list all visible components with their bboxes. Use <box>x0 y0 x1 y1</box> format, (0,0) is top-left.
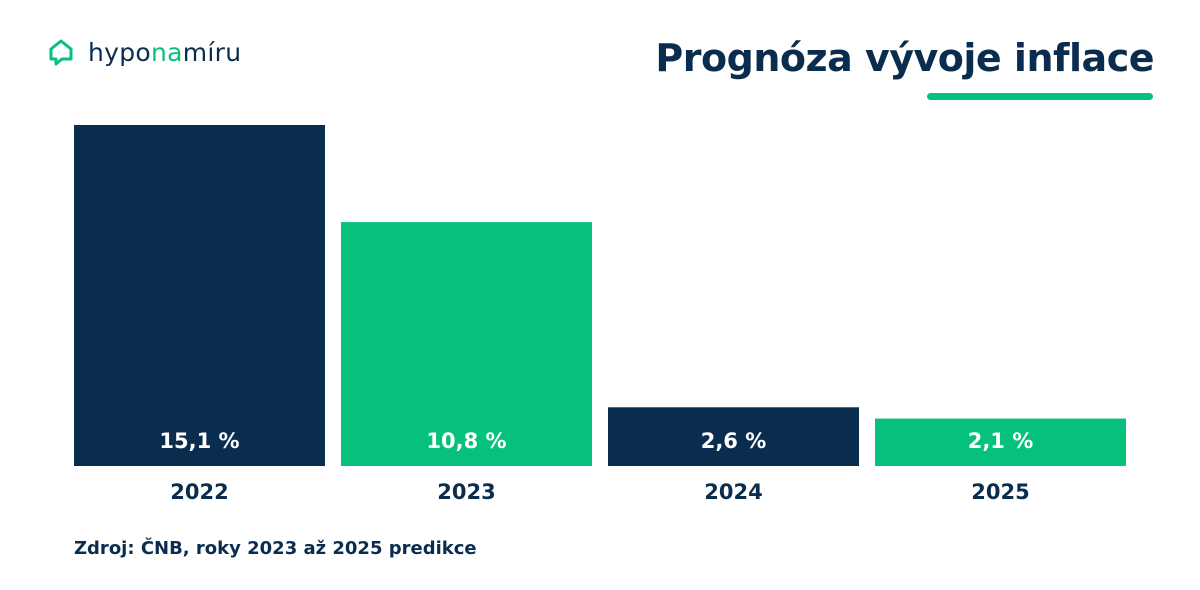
data-label-2022: 15,1 % <box>159 429 239 453</box>
data-label-2024: 2,6 % <box>701 429 767 453</box>
data-label-2025: 2,1 % <box>968 429 1034 453</box>
source-note: Zdroj: ČNB, roky 2023 až 2025 predikce <box>74 538 477 559</box>
bar-2022 <box>74 125 325 466</box>
x-tick-label-2023: 2023 <box>437 480 495 504</box>
brand-name-part2: na <box>151 37 183 67</box>
data-label-2023: 10,8 % <box>426 429 506 453</box>
brand-name-part3: míru <box>182 37 242 67</box>
x-tick-label-2022: 2022 <box>170 480 228 504</box>
brand-name: hyponamíru <box>88 40 241 65</box>
bar-2023 <box>341 222 592 466</box>
x-tick-label-2024: 2024 <box>704 480 762 504</box>
bar-2025 <box>875 418 1126 466</box>
bar-2024 <box>608 407 859 466</box>
x-tick-label-2025: 2025 <box>971 480 1029 504</box>
page-title: Prognóza vývoje inflace <box>655 36 1154 80</box>
brand-logo: hyponamíru <box>48 38 241 66</box>
house-chat-icon <box>49 39 73 66</box>
brand-name-part1: hypo <box>88 37 152 67</box>
title-underline <box>927 93 1153 100</box>
